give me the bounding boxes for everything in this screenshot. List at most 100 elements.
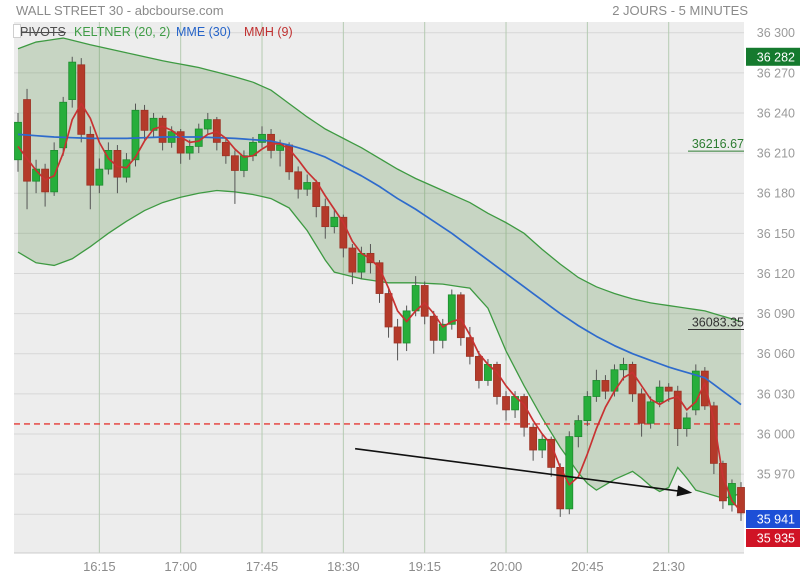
chart-header: WALL STREET 30 - abcbourse.com 2 JOURS -…: [0, 0, 800, 21]
indicator-toggle-mme[interactable]: MME (30): [176, 25, 231, 39]
timeframe-label: 2 JOURS - 5 MINUTES: [612, 3, 748, 18]
candle-down: [637, 393, 646, 424]
candle-down: [664, 386, 673, 392]
candle-up: [646, 401, 655, 424]
candle-up: [131, 109, 140, 161]
y-axis-label: 36 000: [757, 427, 795, 441]
candle-up: [203, 119, 212, 130]
candle-down: [737, 487, 745, 514]
candle-down: [493, 364, 501, 397]
candle-down: [456, 294, 465, 339]
chart-toolbar-handle[interactable]: [13, 24, 21, 38]
y-axis-label: 36 030: [757, 387, 795, 401]
y-axis-label: 36 060: [757, 347, 795, 361]
candle-up: [411, 285, 420, 312]
candle-down: [719, 462, 727, 502]
trend-arrow-line[interactable]: [354, 447, 685, 493]
candle-down: [140, 109, 149, 131]
candle-down: [384, 293, 393, 328]
candle-down: [529, 426, 538, 451]
y-axis-label: 36 150: [757, 227, 795, 241]
x-axis-label: 21:30: [652, 559, 685, 574]
candle-down: [601, 380, 610, 392]
candle-down: [348, 247, 357, 273]
x-axis-label: 20:45: [571, 559, 604, 574]
candle-up: [728, 483, 736, 506]
candle-up: [619, 364, 628, 371]
candle-up: [357, 252, 366, 273]
price-badge-high-label: 36 282: [757, 50, 795, 64]
candle-up: [402, 310, 411, 344]
candle-up: [68, 61, 77, 100]
y-axis-label: 36 090: [757, 307, 795, 321]
candle-up: [258, 133, 266, 143]
candle-up: [50, 150, 59, 193]
indicator-toggle-keltner[interactable]: KELTNER (20, 2): [74, 25, 171, 39]
candle-down: [429, 315, 438, 341]
price-badge-low-label: 35 935: [757, 532, 795, 546]
candle-down: [420, 285, 429, 317]
price-badge-last: [746, 510, 800, 528]
candle-down: [475, 355, 483, 381]
level-label: 36083.35: [692, 315, 744, 329]
trend-arrow-head[interactable]: [676, 485, 693, 497]
x-axis-label: 17:00: [164, 559, 197, 574]
indicator-toggle-pivots[interactable]: PIVOTS: [20, 25, 66, 39]
candle-down: [393, 326, 402, 344]
y-axis-label: 36 270: [757, 66, 795, 80]
candle-down: [77, 64, 86, 135]
candle-down: [375, 262, 384, 294]
x-axis-label: 16:15: [83, 559, 116, 574]
y-axis-label: 36 240: [757, 106, 795, 120]
candle-up: [574, 420, 583, 438]
candle-up: [438, 323, 447, 341]
x-axis-label: 20:00: [490, 559, 523, 574]
candle-down: [23, 99, 31, 182]
price-badge-low: [746, 529, 800, 547]
x-axis-label: 19:15: [408, 559, 441, 574]
candle-down: [321, 206, 330, 228]
y-axis-label: 36 300: [757, 26, 795, 40]
y-axis-label: 36 180: [757, 187, 795, 201]
candle-up: [185, 145, 194, 154]
candle-down: [520, 396, 528, 428]
candle-down: [628, 364, 637, 395]
level-label: 36216.67: [692, 137, 744, 151]
candle-up: [104, 150, 113, 170]
candle-up: [682, 417, 691, 430]
y-axis-label: 35 970: [757, 468, 795, 482]
indicator-toggle-mmh[interactable]: MMH (9): [244, 25, 293, 39]
candle-up: [14, 121, 22, 161]
price-badge-high: [746, 47, 800, 66]
candle-down: [176, 131, 185, 154]
y-axis-label: 36 120: [757, 267, 795, 281]
y-axis-label: 36 210: [757, 147, 795, 161]
candle-up: [303, 182, 312, 190]
x-axis-label: 17:45: [246, 559, 279, 574]
mme30-line: [17, 133, 742, 406]
candle-up: [59, 101, 68, 149]
candle-down: [709, 405, 718, 464]
candle-down: [221, 141, 230, 157]
candle-up: [691, 370, 700, 411]
keltner-upper-line: [17, 37, 742, 323]
candle-down: [230, 155, 239, 171]
candle-down: [339, 216, 348, 249]
candle-up: [565, 436, 574, 510]
candle-down: [86, 133, 95, 186]
candle-down: [465, 337, 474, 357]
candle-up: [240, 155, 248, 171]
candle-up: [655, 386, 664, 403]
candle-up: [583, 396, 592, 421]
indicator-legend: PIVOTS KELTNER (20, 2) MME (30) MMH (9): [0, 24, 744, 40]
candle-down: [502, 396, 510, 411]
candle-up: [447, 294, 456, 325]
instrument-title: WALL STREET 30 - abcbourse.com: [16, 3, 224, 18]
x-axis-label: 18:30: [327, 559, 360, 574]
candle-down: [673, 390, 682, 430]
price-badge-last-label: 35 941: [757, 513, 795, 527]
candle-up: [95, 168, 104, 186]
candle-down: [158, 117, 167, 143]
candle-up: [276, 144, 284, 151]
